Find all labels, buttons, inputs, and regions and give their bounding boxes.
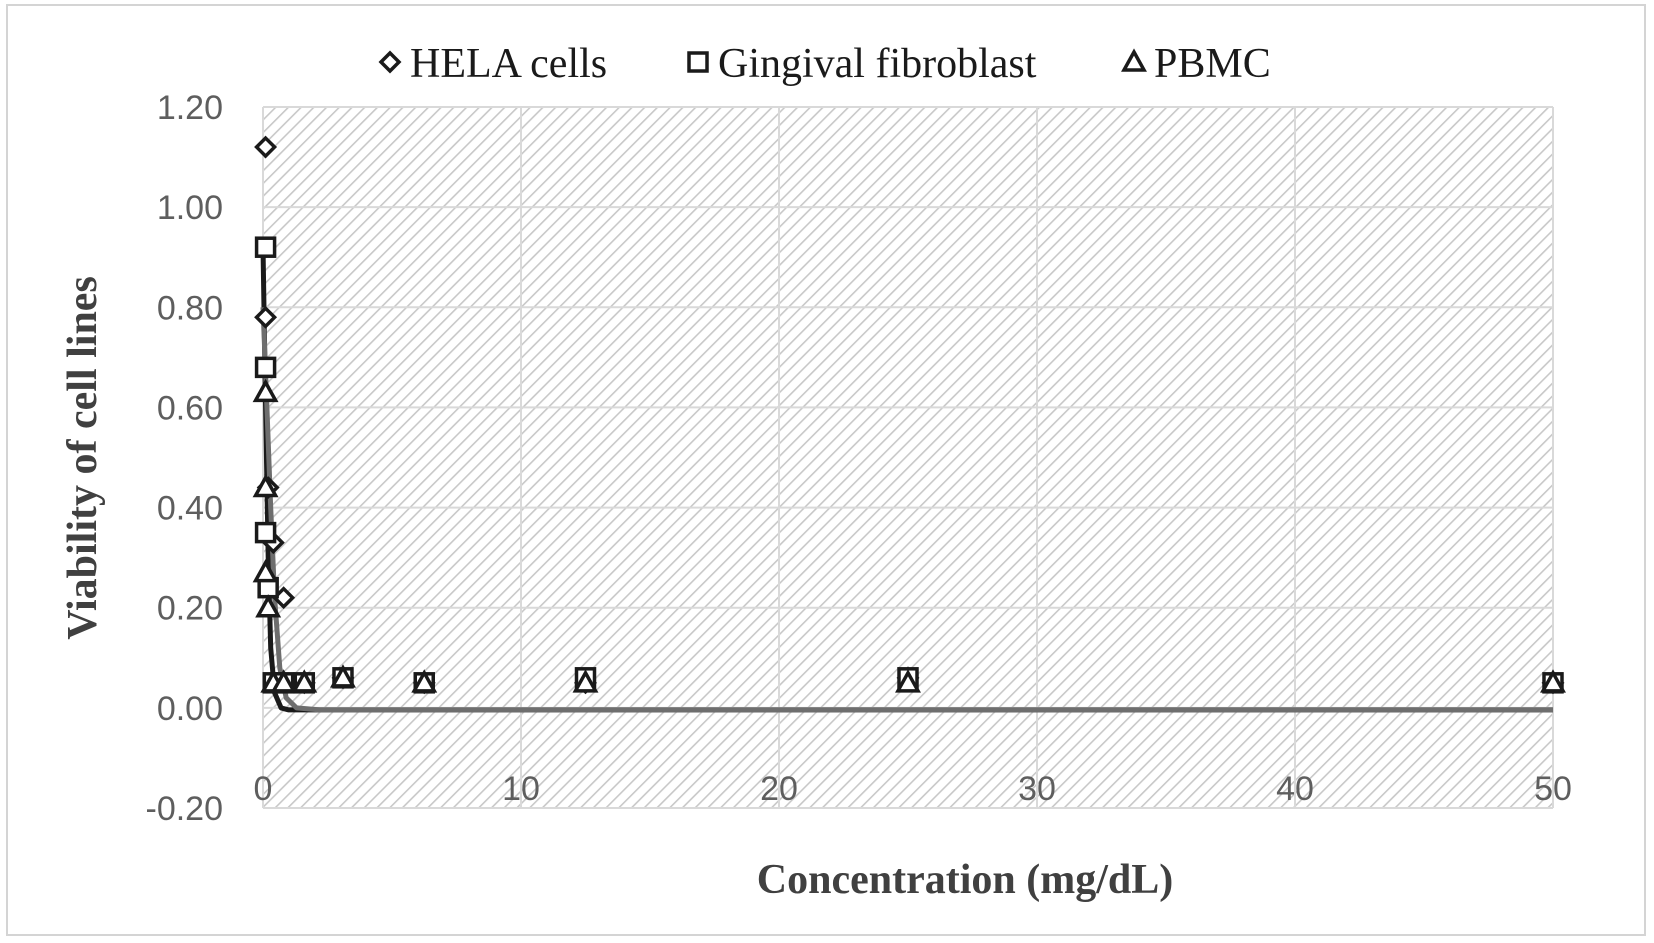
legend-label: PBMC bbox=[1154, 41, 1271, 87]
data-markers bbox=[252, 135, 1566, 695]
data-point-square bbox=[254, 521, 277, 544]
data-point-triangle bbox=[252, 473, 279, 498]
fit-curve bbox=[260, 307, 1553, 713]
legend-marker-triangle bbox=[1121, 48, 1147, 72]
data-point-triangle bbox=[572, 669, 599, 693]
data-point-square bbox=[254, 236, 277, 258]
legend-label: HELA cells bbox=[410, 41, 607, 87]
data-point-diamond bbox=[254, 135, 278, 159]
y-tick-label: 0.20 bbox=[157, 590, 223, 628]
data-point-triangle bbox=[1540, 669, 1566, 693]
x-tick-label: 50 bbox=[1534, 770, 1572, 808]
x-tick-label: 40 bbox=[1276, 770, 1314, 808]
y-tick-label: 0.40 bbox=[157, 490, 223, 528]
data-point-triangle bbox=[330, 664, 356, 688]
y-tick-label: 0.80 bbox=[157, 289, 223, 327]
y-tick-label: -0.20 bbox=[146, 790, 224, 828]
plot-area bbox=[263, 107, 1553, 808]
y-tick-label: 0.60 bbox=[157, 389, 223, 427]
data-point-triangle bbox=[270, 669, 297, 693]
legend-marker-diamond bbox=[378, 50, 402, 74]
y-tick-label: 1.00 bbox=[157, 189, 223, 227]
x-axis-title: Concentration (mg/dL) bbox=[757, 857, 1173, 903]
data-point-triangle bbox=[252, 378, 279, 403]
legend-marker-square bbox=[687, 51, 709, 73]
data-point-triangle bbox=[252, 559, 279, 583]
y-tick-label: 0.00 bbox=[157, 690, 223, 728]
data-point-triangle bbox=[411, 669, 438, 693]
x-tick-label: 20 bbox=[760, 770, 798, 808]
data-point-triangle bbox=[291, 669, 318, 693]
x-tick-label: 30 bbox=[1018, 770, 1056, 808]
data-point-triangle bbox=[255, 594, 282, 618]
legend-label: Gingival fibroblast bbox=[718, 41, 1037, 87]
data-point-triangle bbox=[895, 669, 921, 693]
y-axis-title: Viability of cell lines bbox=[60, 276, 106, 640]
y-tick-label: 1.20 bbox=[157, 89, 223, 127]
legend: HELA cells Gingival fibroblast PBMC bbox=[378, 41, 1271, 87]
tick-labels: -0.20 0.00 0.20 0.40 0.60 0.80 1.00 1.20 0 10 20 30… bbox=[146, 89, 1572, 828]
x-tick-label: 10 bbox=[502, 770, 540, 808]
data-point-diamond bbox=[254, 305, 278, 329]
fit-curves bbox=[260, 247, 1553, 713]
data-point-square bbox=[254, 356, 277, 379]
x-tick-label: 0 bbox=[254, 770, 273, 808]
